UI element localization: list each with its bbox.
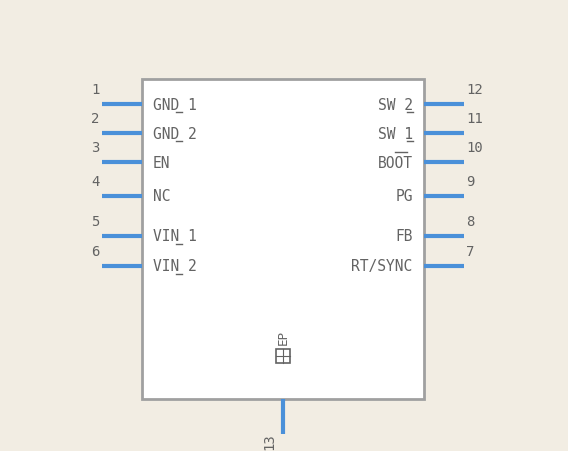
- Text: 6: 6: [91, 244, 100, 258]
- Text: BOOT: BOOT: [378, 155, 413, 170]
- Text: 12: 12: [466, 83, 483, 97]
- Text: PG: PG: [395, 189, 413, 204]
- Text: GND 1: GND 1: [153, 98, 197, 113]
- Bar: [142, 80, 424, 399]
- Text: SW 2: SW 2: [378, 98, 413, 113]
- Text: SW 1: SW 1: [378, 126, 413, 142]
- Text: 13: 13: [262, 432, 276, 449]
- Text: GND 2: GND 2: [153, 126, 197, 142]
- Text: EN: EN: [153, 155, 170, 170]
- Text: VIN 2: VIN 2: [153, 259, 197, 274]
- Text: 11: 11: [466, 112, 483, 126]
- Text: 4: 4: [91, 174, 100, 188]
- Bar: [276, 350, 290, 364]
- Text: NC: NC: [153, 189, 170, 204]
- Text: 5: 5: [91, 214, 100, 228]
- Text: FB: FB: [395, 229, 413, 244]
- Text: 2: 2: [91, 112, 100, 126]
- Text: 8: 8: [466, 214, 474, 228]
- Text: 1: 1: [91, 83, 100, 97]
- Text: VIN 1: VIN 1: [153, 229, 197, 244]
- Text: RT/SYNC: RT/SYNC: [352, 259, 413, 274]
- Text: 9: 9: [466, 174, 474, 188]
- Text: 3: 3: [91, 141, 100, 155]
- Text: EP: EP: [277, 329, 289, 344]
- Text: 7: 7: [466, 244, 474, 258]
- Text: 10: 10: [466, 141, 483, 155]
